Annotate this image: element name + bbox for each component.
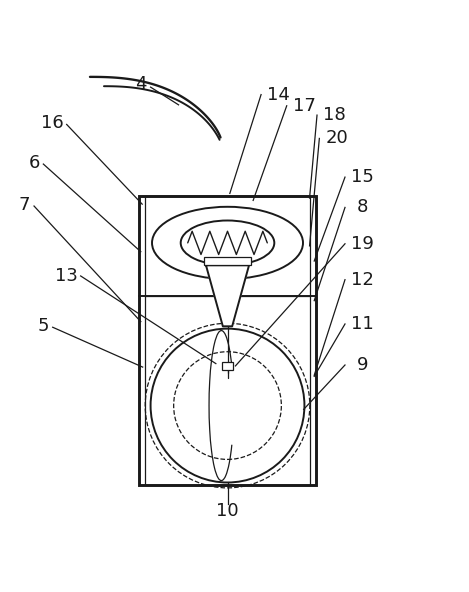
Text: 5: 5 bbox=[38, 317, 49, 335]
Bar bbox=[204, 257, 251, 265]
Bar bbox=[139, 196, 316, 485]
Text: 18: 18 bbox=[323, 106, 346, 124]
Text: 14: 14 bbox=[267, 86, 290, 104]
Text: 8: 8 bbox=[357, 198, 368, 217]
Text: 11: 11 bbox=[351, 315, 374, 333]
Text: 12: 12 bbox=[351, 271, 374, 289]
Text: 17: 17 bbox=[293, 96, 316, 115]
Bar bbox=[145, 196, 310, 485]
Text: 15: 15 bbox=[351, 168, 374, 186]
Text: 20: 20 bbox=[325, 130, 348, 147]
Text: 4: 4 bbox=[136, 75, 147, 93]
Text: 10: 10 bbox=[216, 503, 239, 520]
Text: 13: 13 bbox=[55, 267, 78, 285]
Ellipse shape bbox=[181, 220, 274, 265]
Ellipse shape bbox=[152, 207, 303, 279]
Text: 9: 9 bbox=[357, 356, 369, 374]
Text: 19: 19 bbox=[351, 235, 374, 253]
Text: 7: 7 bbox=[19, 196, 30, 214]
Text: 6: 6 bbox=[28, 154, 40, 172]
Text: 16: 16 bbox=[41, 114, 64, 133]
Polygon shape bbox=[206, 265, 249, 326]
Bar bbox=[222, 362, 233, 370]
